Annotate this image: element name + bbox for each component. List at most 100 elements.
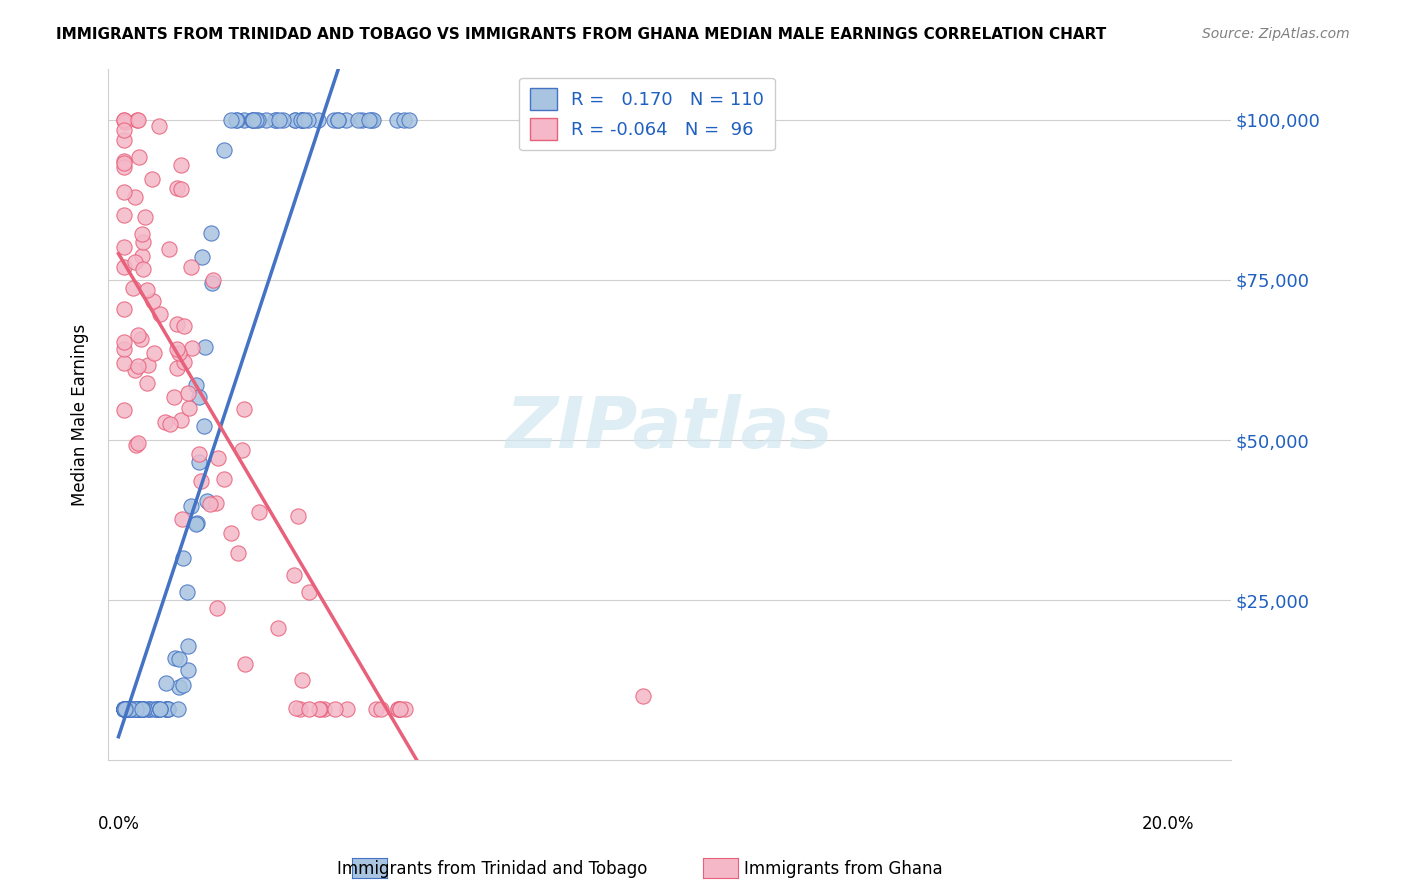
Point: [212, 143, 235, 157]
Point: [191, 250, 214, 264]
Point: [129, 332, 152, 346]
Point: [308, 702, 330, 716]
Point: [142, 293, 165, 308]
Point: [112, 154, 135, 169]
Point: [125, 702, 148, 716]
Point: [149, 307, 172, 321]
Point: [347, 112, 370, 127]
Point: [180, 500, 202, 514]
Point: [112, 112, 135, 127]
Point: [388, 702, 411, 716]
Point: [155, 702, 177, 716]
Point: [155, 676, 177, 690]
Point: [225, 112, 247, 127]
Point: [176, 585, 198, 599]
Point: [166, 702, 188, 716]
Point: [242, 112, 264, 127]
Point: [219, 112, 242, 127]
Point: [394, 702, 416, 716]
Point: [118, 702, 141, 716]
Point: [314, 702, 336, 716]
Text: Immigrants from Ghana: Immigrants from Ghana: [744, 860, 943, 878]
Point: [167, 680, 190, 694]
Point: [124, 255, 146, 269]
Point: [131, 702, 153, 716]
Point: [388, 702, 411, 716]
Point: [242, 112, 264, 127]
Point: [120, 702, 142, 716]
Point: [125, 702, 148, 716]
Point: [134, 702, 156, 716]
Point: [131, 249, 153, 263]
Point: [188, 455, 211, 469]
Point: [112, 702, 135, 716]
Point: [200, 497, 222, 511]
Point: [284, 112, 307, 127]
Point: [166, 181, 188, 195]
Point: [184, 378, 207, 392]
Point: [231, 442, 253, 457]
Point: [143, 346, 166, 360]
Point: [112, 208, 135, 222]
Point: [323, 112, 346, 127]
Point: [157, 242, 180, 256]
Point: [172, 678, 194, 692]
Point: [298, 584, 321, 599]
Point: [205, 496, 228, 510]
Text: 0.0%: 0.0%: [97, 814, 139, 833]
Point: [127, 359, 149, 374]
Point: [112, 334, 135, 349]
Point: [292, 112, 315, 127]
Point: [186, 516, 208, 531]
Point: [112, 133, 135, 147]
Point: [166, 317, 188, 331]
Point: [112, 702, 135, 716]
Point: [165, 651, 187, 665]
Point: [117, 702, 139, 716]
Point: [170, 182, 193, 196]
Point: [202, 273, 225, 287]
Point: [127, 702, 149, 716]
Point: [167, 346, 190, 360]
Point: [112, 156, 135, 170]
Point: [132, 235, 155, 249]
Point: [177, 386, 200, 401]
Point: [308, 702, 330, 716]
Point: [156, 702, 179, 716]
Point: [163, 390, 186, 404]
Point: [291, 673, 314, 688]
Point: [336, 702, 359, 716]
Point: [254, 112, 277, 127]
Point: [132, 262, 155, 277]
Point: [112, 702, 135, 716]
Point: [195, 493, 218, 508]
Point: [136, 702, 159, 716]
Point: [288, 702, 311, 716]
Point: [172, 550, 194, 565]
Point: [114, 115, 136, 129]
Point: [136, 376, 159, 390]
Point: [148, 702, 170, 716]
Point: [228, 546, 250, 560]
Point: [173, 355, 195, 369]
Point: [225, 112, 247, 127]
Point: [387, 702, 409, 716]
Point: [266, 112, 288, 127]
Point: [112, 403, 135, 417]
Point: [361, 112, 384, 127]
Point: [177, 401, 200, 416]
Y-axis label: Median Male Earnings: Median Male Earnings: [72, 323, 89, 506]
Point: [112, 702, 135, 716]
Point: [128, 150, 150, 164]
Point: [131, 227, 153, 242]
Point: [128, 702, 150, 716]
Point: [392, 112, 415, 127]
Point: [360, 112, 382, 127]
Point: [112, 240, 135, 254]
Point: [200, 226, 222, 240]
Point: [328, 112, 350, 127]
Point: [207, 451, 229, 466]
Point: [284, 112, 307, 127]
Legend: R =   0.170   N = 110, R = -0.064   N =  96: R = 0.170 N = 110, R = -0.064 N = 96: [519, 78, 775, 151]
Point: [387, 702, 409, 716]
